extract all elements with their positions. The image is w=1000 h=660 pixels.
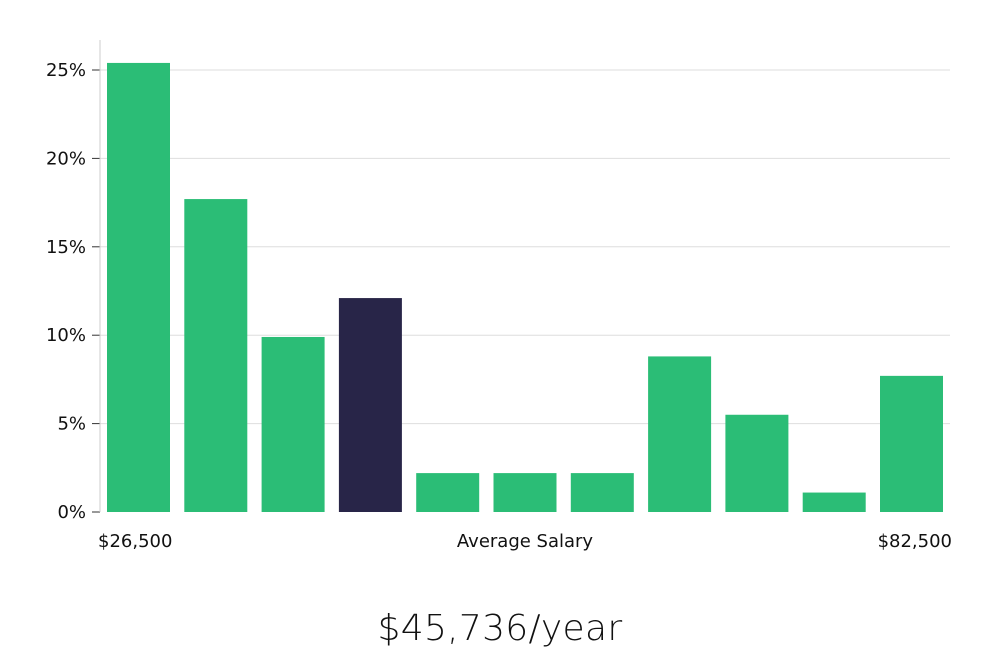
bar <box>570 473 634 512</box>
salary-histogram: 0%5%10%15%20%25% $26,500 Average Salary … <box>46 40 952 552</box>
x-axis-title: Average Salary <box>457 531 594 552</box>
bar-highlighted <box>338 298 402 512</box>
bar <box>493 473 557 512</box>
bar <box>725 414 789 512</box>
x-min-label: $26,500 <box>98 531 172 552</box>
y-tick-label: 25% <box>46 60 86 81</box>
y-tick-label: 5% <box>57 414 86 435</box>
y-tick-label: 0% <box>57 502 86 523</box>
y-tick-label: 20% <box>46 148 86 169</box>
bar <box>648 356 712 512</box>
x-max-label: $82,500 <box>878 531 952 552</box>
bar <box>184 199 248 512</box>
average-salary-value: $45,736/year <box>377 608 623 649</box>
y-axis-ticks: 0% 5% 10% 15% 20% 25% <box>46 60 100 523</box>
bars <box>107 62 943 512</box>
y-tick-label: 15% <box>46 237 86 258</box>
bar <box>802 492 866 512</box>
y-tick-label: 10% <box>46 325 86 346</box>
bar <box>261 336 325 512</box>
bar <box>880 375 943 512</box>
bar <box>416 473 480 512</box>
bar <box>107 62 170 512</box>
